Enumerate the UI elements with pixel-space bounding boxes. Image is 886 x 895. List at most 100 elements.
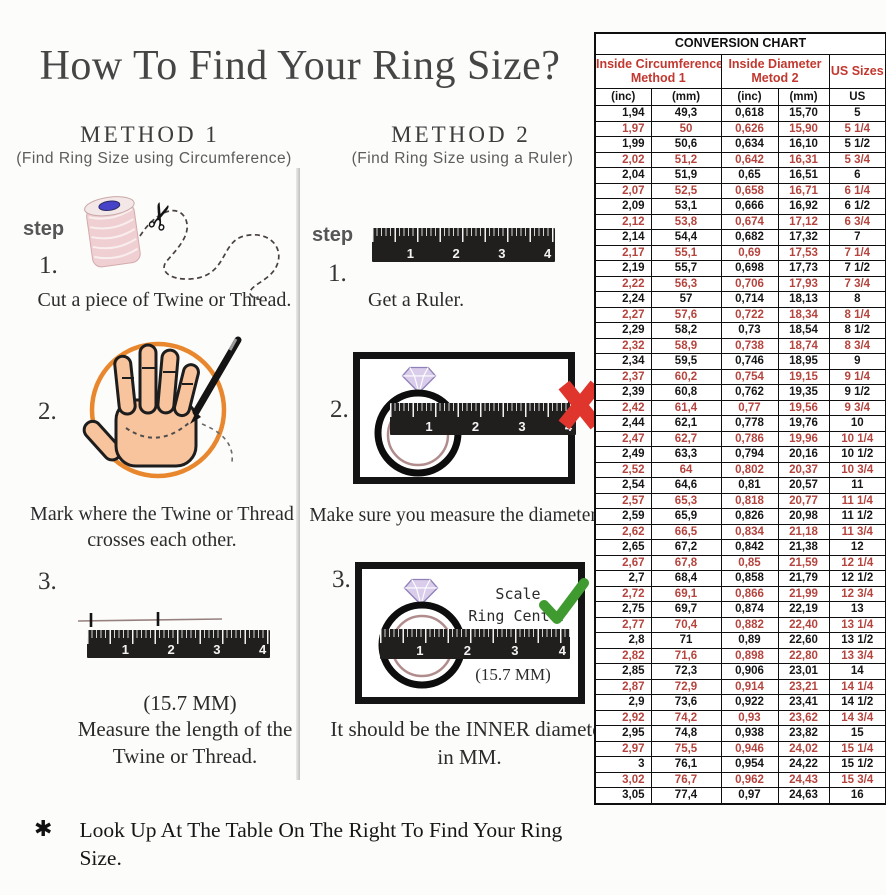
table-cell: 0,882: [720, 616, 779, 633]
table-cell: 56,3: [650, 275, 722, 292]
conversion-chart-table: CONVERSION CHART Inside Circumference Me…: [594, 32, 886, 805]
table-cell: 64,6: [650, 477, 722, 494]
table-cell: 22,40: [777, 616, 830, 633]
table-cell: 2,52: [594, 461, 652, 478]
table-row: 2,12 53,8 0,674 17,12 6 3/4: [594, 213, 886, 230]
table-row: 1,94 49,3 0,618 15,70 5: [594, 105, 886, 122]
ruler-method2-step1: 1 2 3 4: [372, 228, 555, 262]
method1-step1-caption: Cut a piece of Twine or Thread.: [37, 289, 292, 311]
table-cell: 9: [828, 353, 886, 370]
table-cell: 14 1/4: [828, 678, 886, 695]
method2-subheading: (Find Ring Size using a Ruler): [351, 150, 574, 167]
table-cell: 60,8: [650, 384, 722, 401]
table-cell: 2,97: [594, 740, 652, 757]
table-cell: 77,4: [650, 787, 722, 805]
table-cell: 10 1/2: [828, 446, 886, 463]
table-cell: 16: [828, 787, 886, 805]
table-row: 2,92 74,2 0,93 23,62 14 3/4: [594, 709, 886, 726]
table-cell: 17,32: [777, 229, 830, 246]
table-cell: 67,8: [650, 554, 722, 571]
table-cell: 3,02: [594, 771, 652, 788]
table-row: 2,57 65,3 0,818 20,77 11 1/4: [594, 492, 886, 509]
table-row: 2,02 51,2 0,642 16,31 5 3/4: [594, 151, 886, 168]
table-cell: 58,2: [650, 322, 722, 339]
diamond-icon: [401, 366, 437, 394]
table-cell: 0,97: [720, 787, 779, 805]
table-cell: 17,53: [777, 244, 830, 261]
table-row: 2,54 64,6 0,81 20,57 11: [594, 477, 886, 494]
caption-line: crosses each other.: [87, 529, 237, 551]
column-header: US: [828, 88, 886, 106]
table-cell: 23,62: [777, 709, 830, 726]
table-cell: 0,858: [720, 570, 779, 587]
table-cell: 67,2: [650, 539, 722, 556]
table-cell: 19,96: [777, 430, 830, 447]
table-cell: 2,49: [594, 446, 652, 463]
ruler-number: 3: [498, 246, 506, 261]
table-cell: 0,762: [720, 384, 779, 401]
table-cell: 12 1/4: [828, 554, 886, 571]
table-cell: 76,7: [650, 771, 722, 788]
table-cell: 10 3/4: [828, 461, 886, 478]
ruler-number: 2: [452, 246, 460, 261]
table-cell: 0,89: [720, 632, 779, 649]
table-cell: 13 1/2: [828, 632, 886, 649]
table-cell: 0,666: [720, 198, 779, 215]
table-row: 2,7 68,4 0,858 21,79 12 1/2: [594, 570, 886, 587]
table-row: 2,62 66,5 0,834 21,18 11 3/4: [594, 523, 886, 540]
method1-step1-number: 1.: [39, 252, 58, 279]
method1-subheading: (Find Ring Size using Circumference): [16, 150, 292, 167]
method1-step2-caption: Mark where the Twine or Thread crosses e…: [12, 501, 312, 553]
column-divider: [296, 168, 300, 780]
column-header: (inc): [720, 88, 779, 106]
table-cell: 7 1/2: [828, 260, 886, 277]
table-cell: 2,82: [594, 647, 652, 664]
table-row: 2,9 73,6 0,922 23,41 14 1/2: [594, 694, 886, 711]
table-cell: 9 1/4: [828, 368, 886, 385]
method2-step3-caption: It should be the INNER diameter in MM.: [322, 715, 617, 771]
table-cell: 62,1: [650, 415, 722, 432]
ruler-number: 1: [121, 642, 130, 657]
measured-thread: [77, 612, 223, 627]
table-cell: 7 3/4: [828, 275, 886, 292]
table-cell: 8: [828, 291, 886, 308]
table-cell: 5 1/4: [828, 120, 886, 137]
table-row: 2,95 74,8 0,938 23,82 15: [594, 725, 886, 742]
ruler-number: 2: [167, 642, 175, 657]
table-cell: 0,714: [720, 291, 779, 308]
table-cell: 2,59: [594, 508, 652, 525]
column-header: (inc): [594, 88, 652, 106]
method2-step1-number: 1.: [328, 260, 347, 287]
table-cell: 2,22: [594, 275, 652, 292]
table-cell: 2,17: [594, 244, 652, 261]
table-row: 2,37 60,2 0,754 19,15 9 1/4: [594, 368, 886, 385]
table-cell: 57,6: [650, 306, 722, 323]
table-cell: 2,07: [594, 182, 652, 199]
table-cell: 2,19: [594, 260, 652, 277]
table-cell: 8 1/2: [828, 322, 886, 339]
table-row: 2,29 58,2 0,73 18,54 8 1/2: [594, 322, 886, 339]
check-mark-icon: [539, 578, 589, 624]
table-cell: 0,906: [720, 663, 779, 680]
table-cell: 54,4: [650, 229, 722, 246]
table-cell: 21,59: [777, 554, 830, 571]
table-cell: 15,90: [777, 120, 830, 137]
table-cell: 20,16: [777, 446, 830, 463]
table-cell: 0,85: [720, 554, 779, 571]
table-row: 3,02 76,7 0,962 24,43 15 3/4: [594, 771, 886, 788]
table-cell: 0,77: [720, 399, 779, 416]
group-header-circumference: Inside Circumference Method 1: [594, 54, 722, 89]
table-cell: 15: [828, 725, 886, 742]
table-cell: 2,95: [594, 725, 652, 742]
table-cell: 0,874: [720, 601, 779, 618]
table-cell: 11 1/4: [828, 492, 886, 509]
twine-circle: [89, 341, 227, 479]
ruler-number: 4: [544, 246, 552, 261]
table-cell: 72,9: [650, 678, 722, 695]
table-cell: 1,99: [594, 136, 652, 153]
table-cell: 72,3: [650, 663, 722, 680]
table-cell: 0,818: [720, 492, 779, 509]
table-cell: 7: [828, 229, 886, 246]
table-cell: 21,99: [777, 585, 830, 602]
table-row: 2,82 71,6 0,898 22,80 13 3/4: [594, 647, 886, 664]
